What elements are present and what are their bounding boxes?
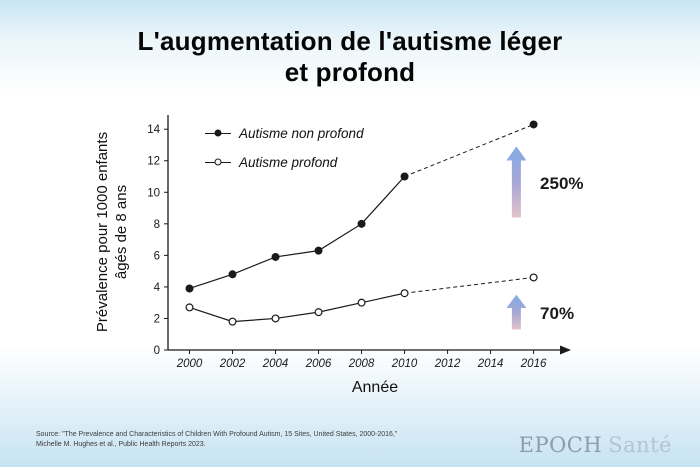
legend-label-profond: Autisme profond [239,154,338,170]
svg-text:8: 8 [154,219,160,231]
series-1 [185,273,538,326]
annotation-250%: 250% [506,146,584,218]
brand-name-epoch: EPOCH [518,433,603,457]
axes: 2000 2002 2004 2006 2008 2010 2012 2014 2016 0 2 4 6… [147,115,571,370]
filled-dot-marker-icon [205,129,231,138]
svg-text:14: 14 [147,124,160,136]
svg-text:0: 0 [154,345,160,357]
svg-text:10: 10 [147,187,160,199]
svg-text:2000: 2000 [176,358,203,370]
prevalence-line-chart: 2000 2002 2004 2006 2008 2010 2012 2014 2016 0 2 4 6… [147,115,584,370]
page-title: L'augmentation de l'autisme léger et pro… [137,26,563,87]
y-axis-label: Prévalence pour 1000 enfants âgés de 8 a… [94,131,130,333]
series-0 [185,120,538,293]
legend-label-non-profond: Autisme non profond [239,125,364,141]
svg-text:12: 12 [147,156,160,168]
svg-text:2006: 2006 [305,358,332,370]
svg-text:2002: 2002 [219,358,246,370]
svg-text:2008: 2008 [348,358,375,370]
svg-text:2010: 2010 [391,358,418,370]
svg-text:250%: 250% [540,174,583,193]
svg-text:2004: 2004 [262,358,289,370]
legend-item-non-profond: Autisme non profond [205,124,364,142]
source-text: Source: "The Prevalence and Characterist… [36,431,398,448]
annotation-70%: 70% [506,294,574,330]
svg-text:2012: 2012 [434,358,461,370]
open-dot-marker-icon [205,158,231,167]
brand-logo: EPOCH Santé [519,433,672,457]
x-axis-label: Année [351,379,399,396]
brand-name-sante: Santé [608,433,672,457]
svg-text:2014: 2014 [477,358,504,370]
legend-item-profond: Autisme profond [205,153,364,171]
svg-text:2016: 2016 [520,358,547,370]
svg-text:4: 4 [154,282,161,294]
svg-text:70%: 70% [540,304,574,323]
svg-text:2: 2 [154,313,160,325]
chart-legend: Autisme non profond Autisme profond [205,124,364,182]
svg-text:6: 6 [154,250,160,262]
